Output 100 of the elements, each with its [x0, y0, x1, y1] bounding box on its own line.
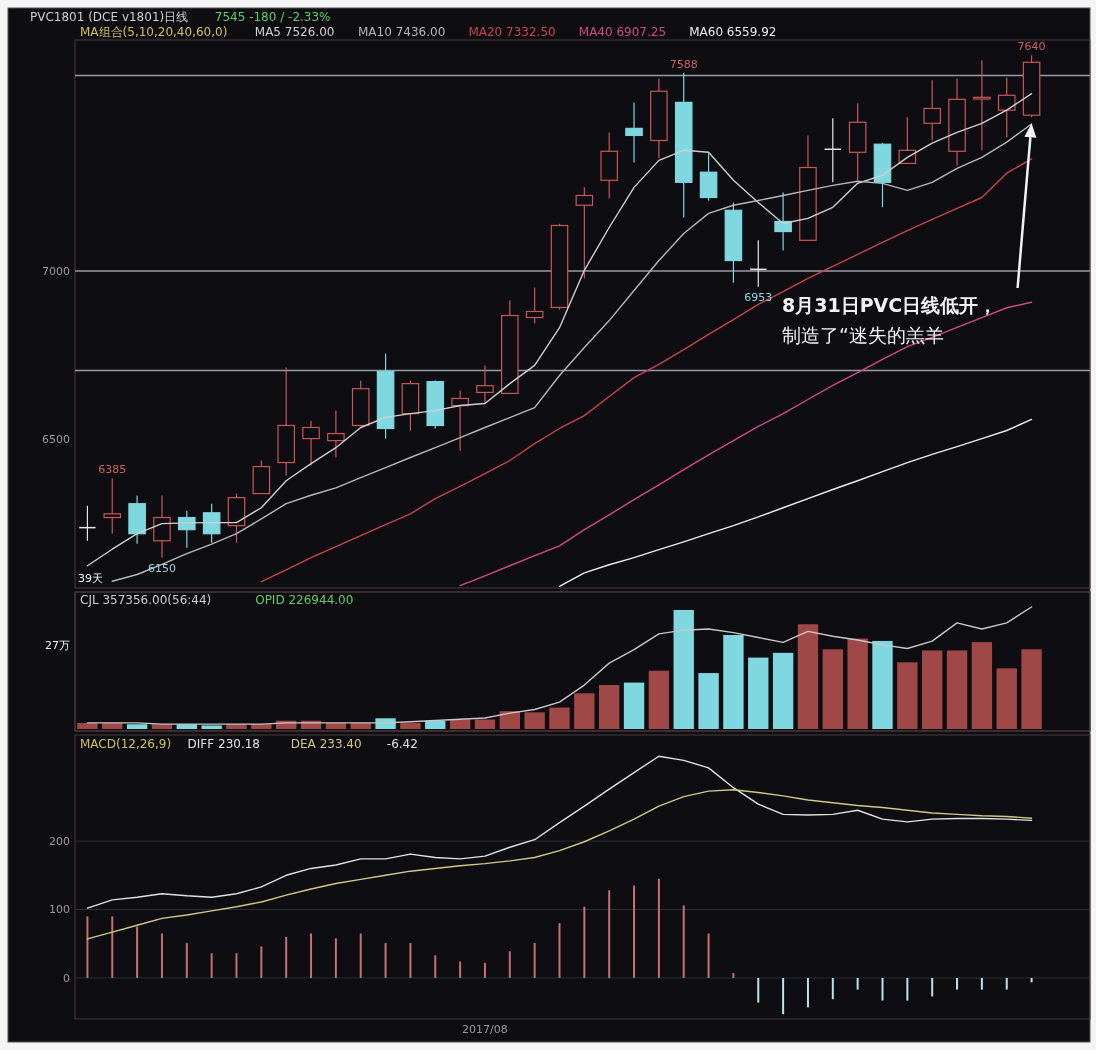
bar — [459, 961, 462, 978]
bar — [1005, 977, 1008, 990]
bar — [574, 693, 595, 729]
bar — [881, 977, 884, 1001]
bar — [872, 640, 893, 729]
bar — [856, 977, 859, 990]
candlestick — [923, 79, 941, 142]
annotation: 6385 — [98, 463, 127, 477]
bar — [707, 933, 710, 978]
bar — [359, 933, 362, 978]
bar — [499, 711, 520, 729]
candlestick — [525, 286, 544, 325]
annotation: 6150 — [147, 561, 176, 575]
candlestick — [103, 477, 122, 535]
bar — [599, 684, 620, 729]
line-series — [260, 158, 1033, 583]
candlestick — [575, 186, 594, 280]
bar — [847, 638, 868, 729]
bar — [822, 649, 843, 729]
bar — [260, 946, 263, 978]
candlestick — [625, 101, 643, 164]
annotation: 8月31日PVC日线低开， — [782, 294, 998, 316]
bar — [723, 634, 744, 729]
bar — [698, 673, 719, 729]
bar — [425, 720, 446, 729]
text: 27万 — [45, 639, 70, 652]
annotation: 39天 — [78, 572, 103, 585]
chart-subtitle: 7545 -180 / -2.33% — [214, 10, 331, 24]
line-series — [558, 418, 1033, 588]
bar — [310, 933, 313, 978]
annotation: 6953 — [744, 290, 773, 304]
bar — [334, 938, 337, 978]
bar — [185, 943, 188, 978]
bar — [971, 642, 993, 729]
bar — [449, 719, 471, 729]
candlestick — [774, 191, 792, 252]
bar — [633, 885, 636, 978]
candlestick — [476, 364, 494, 405]
bar — [474, 719, 496, 729]
chart-subtitle: OPID 226944.00 — [255, 593, 354, 607]
bar — [922, 650, 943, 729]
bar — [86, 916, 89, 978]
legend-title: MACD(12,26,9) — [80, 737, 172, 751]
bar — [549, 707, 570, 729]
bar — [235, 953, 238, 978]
bar — [384, 943, 387, 978]
candlestick — [302, 420, 320, 467]
y-tick-label: 6500 — [42, 433, 70, 447]
bar — [136, 926, 139, 978]
bar — [583, 906, 586, 978]
bar — [996, 668, 1017, 729]
candlestick — [202, 503, 221, 544]
bar — [400, 723, 421, 729]
text: DEA 233.40 — [290, 737, 362, 751]
bar — [897, 662, 918, 729]
bar — [533, 943, 536, 978]
bar — [648, 670, 670, 729]
text: MA20 7332.50 — [468, 25, 556, 39]
bar — [623, 682, 645, 729]
bar — [831, 977, 834, 1000]
bar — [409, 943, 412, 978]
text: DIFF 230.18 — [187, 737, 260, 751]
text: MA60 6559.92 — [689, 25, 777, 39]
annotation: -6.42 — [386, 737, 418, 751]
bar — [111, 916, 114, 978]
bar — [160, 933, 163, 978]
bar — [434, 955, 437, 978]
bar — [732, 973, 735, 978]
line-series — [86, 755, 1033, 909]
bar — [285, 936, 288, 978]
bar — [524, 712, 545, 729]
x-tick-label: 2017/08 — [462, 1023, 508, 1036]
bar — [210, 953, 213, 978]
bar — [946, 650, 968, 729]
bar — [682, 905, 685, 978]
bar — [906, 977, 909, 1001]
text: MA5 7526.00 — [254, 25, 335, 39]
y-tick-label: 0 — [63, 971, 70, 985]
annotation: 7588 — [669, 57, 698, 71]
bar — [77, 723, 98, 729]
bar — [608, 890, 611, 978]
bar — [757, 977, 760, 1003]
bar — [806, 977, 809, 1008]
bar — [748, 657, 769, 729]
line-series — [86, 789, 1033, 940]
bar — [956, 977, 959, 990]
candlestick — [997, 76, 1016, 139]
bar — [772, 652, 794, 729]
bar — [483, 962, 486, 978]
bar — [1021, 649, 1042, 729]
bar — [508, 951, 511, 978]
bar — [201, 725, 222, 729]
bar — [558, 923, 561, 978]
bar — [797, 624, 819, 729]
y-tick-label: 200 — [49, 834, 70, 848]
bar — [782, 977, 785, 1015]
candlestick — [973, 59, 991, 151]
bar — [980, 977, 983, 990]
chart-title: CJL 357356.00(56:44) — [80, 593, 212, 607]
text: MA10 7436.00 — [358, 25, 446, 39]
